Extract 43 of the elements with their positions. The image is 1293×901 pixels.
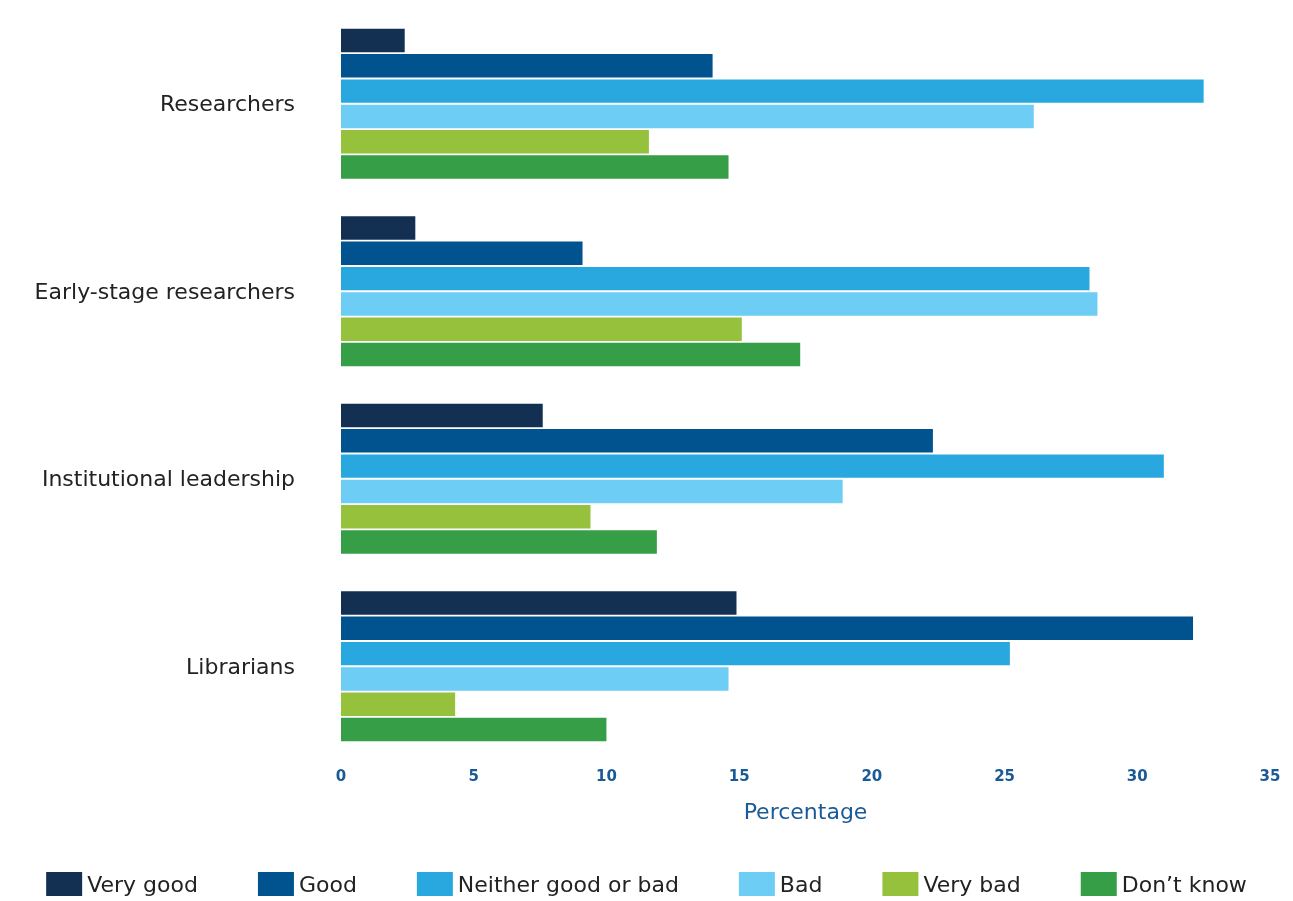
x-tick-label: 35 [1259,766,1281,785]
x-tick-label: 5 [468,766,479,785]
legend-label: Neither good or bad [457,871,679,897]
bar [341,429,933,453]
y-tick-label: Early-stage researchers [34,278,295,304]
y-tick-label: Researchers [160,91,295,117]
bar [341,155,729,179]
bar [341,266,1090,291]
y-tick-label: Librarians [186,653,295,679]
bar [341,79,1204,103]
x-tick-label: 20 [861,766,883,785]
bar [341,591,737,615]
bar [341,505,591,529]
legend-label: Good [298,871,357,897]
bar [341,403,543,428]
bar [341,292,1098,316]
bar [341,479,843,504]
bar [341,530,657,554]
bar [341,342,801,367]
bar [341,717,607,742]
legend-label: Very good [87,871,198,897]
bar [341,28,405,53]
bar [341,454,1164,478]
x-axis-title: Percentage [743,798,868,824]
y-tick-label: Institutional leadership [41,466,295,492]
bar [341,104,1034,129]
x-tick-label: 25 [994,766,1016,785]
legend-label: Don’t know [1121,871,1247,897]
bar [341,54,713,78]
bar [341,317,742,341]
legend-label: Very bad [923,871,1021,897]
bar [341,216,416,240]
x-tick-label: 10 [595,766,617,785]
x-tick-label: 0 [335,766,347,785]
bar [341,130,649,154]
bar [341,241,583,265]
bar [341,641,1010,666]
bar [341,667,729,691]
legend-label: Bad [779,871,823,897]
bar [341,692,456,716]
bar [341,616,1194,640]
x-tick-label: 15 [728,766,750,785]
x-tick-label: 30 [1126,766,1148,785]
